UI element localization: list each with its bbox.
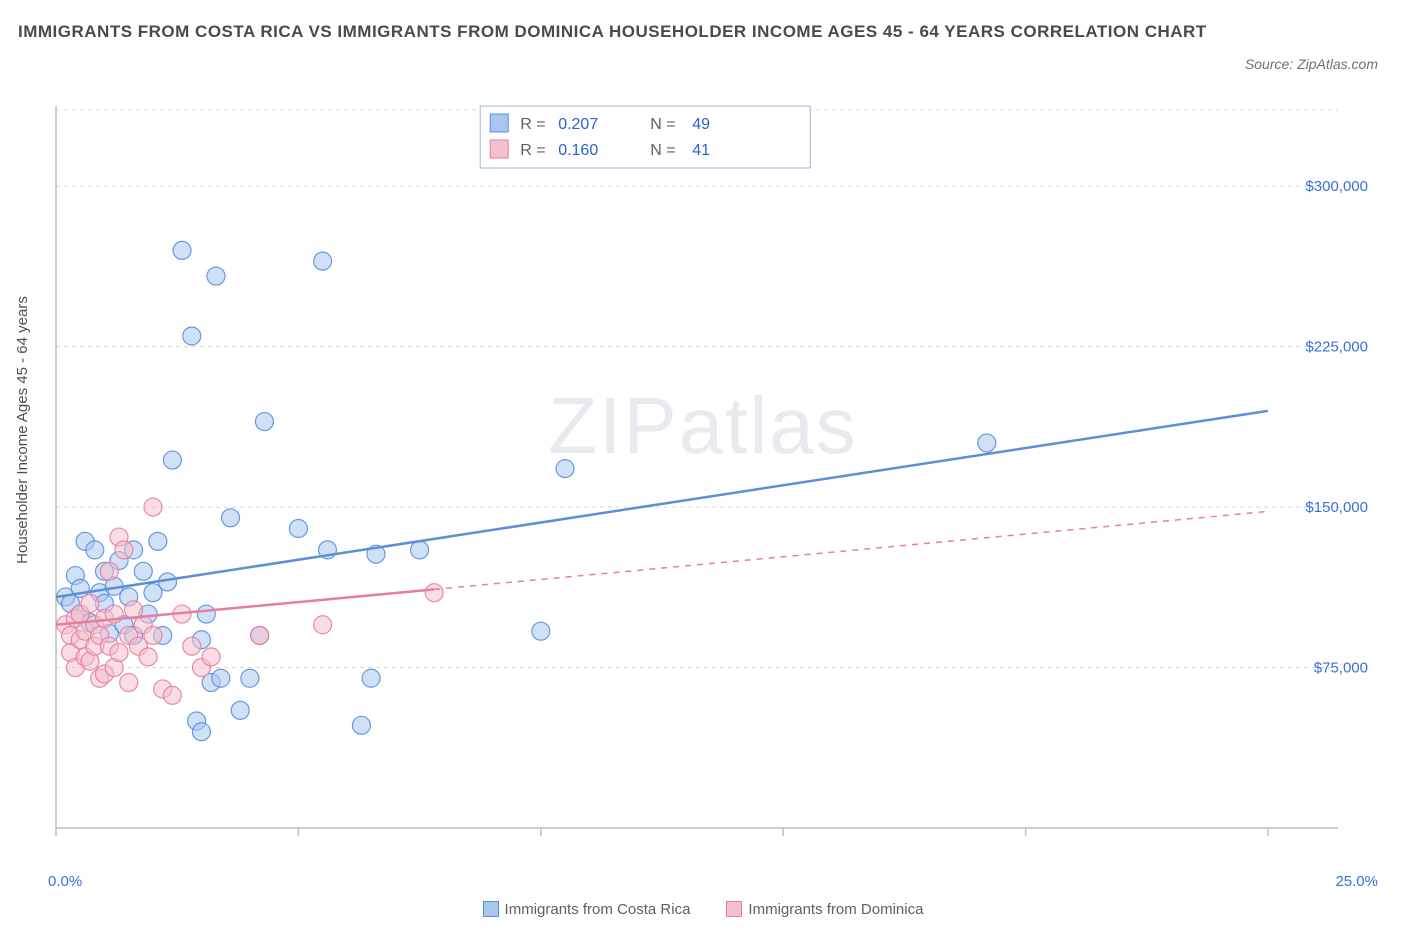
data-point bbox=[86, 541, 104, 559]
data-point bbox=[212, 669, 230, 687]
data-point bbox=[314, 252, 332, 270]
svg-text:$225,000: $225,000 bbox=[1305, 339, 1368, 356]
x-tick-max: 25.0% bbox=[1335, 873, 1378, 890]
data-point bbox=[163, 451, 181, 469]
scatter-plot: $75,000 $150,000 $225,000 $300,000 R = 0.207 N… bbox=[48, 98, 1378, 858]
trend-line bbox=[56, 411, 1268, 597]
bottom-legend: Immigrants from Costa Rica Immigrants fro… bbox=[0, 901, 1406, 918]
svg-text:$150,000: $150,000 bbox=[1305, 499, 1368, 516]
data-point bbox=[202, 648, 220, 666]
data-point bbox=[251, 626, 269, 644]
data-point bbox=[81, 594, 99, 612]
data-point bbox=[978, 434, 996, 452]
legend-swatch bbox=[490, 114, 508, 132]
svg-text:41: 41 bbox=[692, 142, 710, 159]
data-point bbox=[163, 686, 181, 704]
data-point bbox=[289, 520, 307, 538]
data-point bbox=[100, 562, 118, 580]
data-point bbox=[120, 674, 138, 692]
data-point bbox=[411, 541, 429, 559]
data-point bbox=[556, 460, 574, 478]
data-point bbox=[222, 509, 240, 527]
svg-text:N =: N = bbox=[650, 142, 675, 159]
svg-text:0.207: 0.207 bbox=[558, 116, 598, 133]
source-attribution: Source: ZipAtlas.com bbox=[1245, 56, 1378, 72]
svg-text:N =: N = bbox=[650, 116, 675, 133]
data-point bbox=[183, 637, 201, 655]
data-point bbox=[532, 622, 550, 640]
legend-item: Immigrants from Costa Rica bbox=[483, 901, 691, 918]
data-point bbox=[134, 562, 152, 580]
svg-text:49: 49 bbox=[692, 116, 710, 133]
data-point bbox=[139, 648, 157, 666]
chart-title: IMMIGRANTS FROM COSTA RICA VS IMMIGRANTS… bbox=[18, 18, 1306, 45]
legend-item: Immigrants from Dominica bbox=[726, 901, 923, 918]
data-point bbox=[207, 267, 225, 285]
data-point bbox=[241, 669, 259, 687]
svg-text:R =: R = bbox=[520, 116, 545, 133]
data-point bbox=[149, 532, 167, 550]
legend-swatch bbox=[483, 901, 499, 917]
data-point bbox=[192, 723, 210, 741]
legend-swatch bbox=[726, 901, 742, 917]
data-point bbox=[110, 644, 128, 662]
data-point bbox=[352, 716, 370, 734]
data-point bbox=[183, 327, 201, 345]
data-point bbox=[144, 626, 162, 644]
x-tick-min: 0.0% bbox=[48, 873, 82, 890]
y-axis-label: Householder Income Ages 45 - 64 years bbox=[14, 296, 31, 564]
chart-canvas: $75,000 $150,000 $225,000 $300,000 R = 0.207 N… bbox=[48, 98, 1378, 858]
data-point bbox=[173, 241, 191, 259]
svg-text:$300,000: $300,000 bbox=[1305, 178, 1368, 195]
data-point bbox=[314, 616, 332, 634]
data-point bbox=[115, 541, 133, 559]
data-point bbox=[144, 498, 162, 516]
svg-text:R =: R = bbox=[520, 142, 545, 159]
data-point bbox=[231, 701, 249, 719]
svg-text:0.160: 0.160 bbox=[558, 142, 598, 159]
data-point bbox=[255, 413, 273, 431]
data-point bbox=[425, 584, 443, 602]
data-point bbox=[197, 605, 215, 623]
legend-swatch bbox=[490, 140, 508, 158]
svg-text:$75,000: $75,000 bbox=[1314, 660, 1368, 677]
data-point bbox=[362, 669, 380, 687]
trend-line-dashed bbox=[434, 511, 1268, 589]
